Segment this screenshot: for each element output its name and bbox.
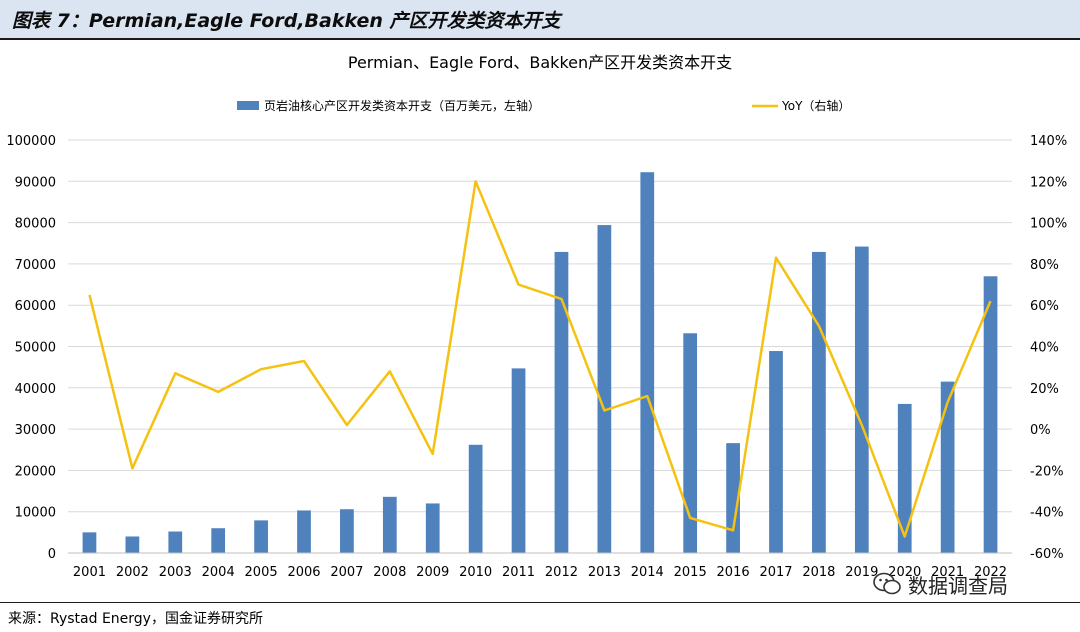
y-left-tick-label: 50000 bbox=[15, 341, 56, 356]
y-left-tick-label: 0 bbox=[48, 547, 56, 562]
y-left-tick-label: 10000 bbox=[15, 506, 56, 521]
bar bbox=[983, 276, 998, 553]
x-tick-label: 2021 bbox=[931, 565, 964, 580]
y-left-tick-label: 60000 bbox=[15, 299, 56, 314]
bar bbox=[211, 528, 226, 553]
bar bbox=[125, 536, 140, 553]
x-tick-label: 2005 bbox=[245, 565, 278, 580]
x-tick-label: 2013 bbox=[588, 565, 621, 580]
x-tick-label: 2014 bbox=[631, 565, 664, 580]
source-note: 来源：Rystad Energy，国金证券研究所 bbox=[8, 611, 263, 627]
y-left-tick-label: 30000 bbox=[15, 423, 56, 438]
legend-swatch-bars bbox=[237, 101, 259, 110]
y-left-tick-label: 40000 bbox=[15, 382, 56, 397]
x-tick-label: 2016 bbox=[717, 565, 750, 580]
x-tick-label: 2003 bbox=[159, 565, 192, 580]
x-tick-label: 2018 bbox=[802, 565, 835, 580]
x-tick-label: 2007 bbox=[330, 565, 363, 580]
x-tick-label: 2008 bbox=[373, 565, 406, 580]
bar bbox=[82, 532, 97, 553]
bar bbox=[468, 444, 483, 553]
watermark: 数据调查局 bbox=[872, 566, 1072, 602]
x-tick-label: 2009 bbox=[416, 565, 449, 580]
y-right-tick-label: -60% bbox=[1030, 547, 1064, 562]
y-right-tick-label: -20% bbox=[1030, 464, 1064, 479]
x-tick-label: 2004 bbox=[202, 565, 235, 580]
x-tick-label: 2015 bbox=[674, 565, 707, 580]
bar bbox=[425, 503, 440, 553]
wechat-icon bbox=[873, 572, 901, 595]
footer-divider bbox=[0, 602, 1080, 603]
bar bbox=[297, 510, 311, 553]
y-right-tick-label: 80% bbox=[1030, 258, 1059, 273]
bar bbox=[382, 496, 397, 553]
x-tick-label: 2010 bbox=[459, 565, 492, 580]
x-tick-label: 2017 bbox=[759, 565, 792, 580]
bar bbox=[168, 531, 183, 553]
yoy-line bbox=[88, 180, 992, 538]
bar bbox=[640, 172, 655, 554]
y-right-tick-label: 100% bbox=[1030, 217, 1067, 232]
chart-area: Permian、Eagle Ford、Bakken产区开发类资本开支页岩油核心产… bbox=[6, 53, 1067, 580]
x-tick-label: 2006 bbox=[287, 565, 320, 580]
bar bbox=[554, 251, 569, 553]
y-right-tick-label: 20% bbox=[1030, 382, 1059, 397]
y-right-tick-label: -40% bbox=[1030, 506, 1064, 521]
legend-label-bars: 页岩油核心产区开发类资本开支（百万美元，左轴） bbox=[264, 98, 540, 113]
bar bbox=[897, 403, 912, 553]
x-tick-label: 2022 bbox=[974, 565, 1007, 580]
figure-header: 图表 7：Permian,Eagle Ford,Bakken 产区开发类资本开支 bbox=[0, 0, 1080, 40]
x-tick-label: 2011 bbox=[502, 565, 535, 580]
bar bbox=[812, 251, 826, 553]
bar bbox=[683, 333, 698, 553]
chart-title: Permian、Eagle Ford、Bakken产区开发类资本开支 bbox=[348, 53, 732, 72]
bar bbox=[511, 368, 526, 553]
bar bbox=[726, 443, 740, 553]
legend-label-line: YoY（右轴） bbox=[781, 98, 850, 113]
y-left-tick-label: 80000 bbox=[15, 217, 56, 232]
x-tick-label: 2019 bbox=[845, 565, 878, 580]
watermark-text: 数据调查局 bbox=[908, 573, 1008, 598]
x-tick-label: 2020 bbox=[888, 565, 921, 580]
bar bbox=[254, 520, 268, 553]
y-left-tick-label: 20000 bbox=[15, 464, 56, 479]
x-tick-label: 2001 bbox=[73, 565, 106, 580]
y-right-tick-label: 60% bbox=[1030, 299, 1059, 314]
y-right-tick-label: 40% bbox=[1030, 341, 1059, 356]
bar bbox=[769, 351, 783, 553]
x-tick-label: 2002 bbox=[116, 565, 149, 580]
bar bbox=[340, 509, 354, 553]
y-left-tick-label: 70000 bbox=[15, 258, 56, 273]
figure-title: 图表 7：Permian,Eagle Ford,Bakken 产区开发类资本开支 bbox=[12, 10, 561, 32]
y-left-tick-label: 90000 bbox=[15, 175, 56, 190]
y-left-tick-label: 100000 bbox=[6, 134, 56, 149]
y-right-tick-label: 140% bbox=[1030, 134, 1067, 149]
bar bbox=[854, 246, 869, 553]
y-right-tick-label: 120% bbox=[1030, 175, 1067, 190]
bar bbox=[597, 225, 612, 553]
bar bbox=[940, 381, 955, 553]
x-tick-label: 2012 bbox=[545, 565, 578, 580]
y-right-tick-label: 0% bbox=[1030, 423, 1051, 438]
